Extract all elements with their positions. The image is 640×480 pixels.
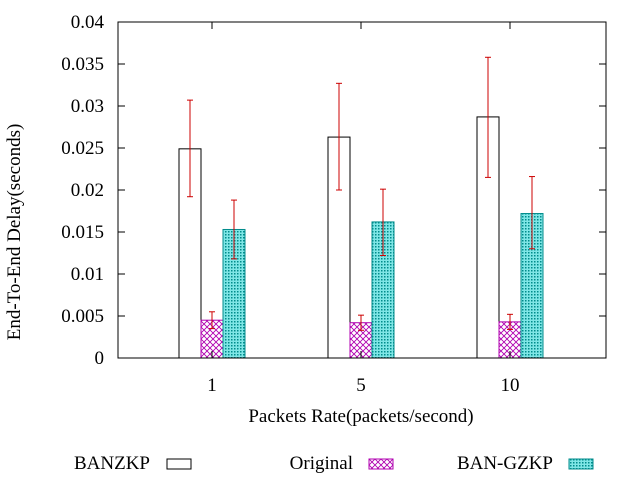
y-tick-label: 0.04 xyxy=(71,12,105,33)
y-tick-label: 0.035 xyxy=(61,54,104,75)
legend-item-original: Original xyxy=(290,453,394,474)
y-tick-label: 0 xyxy=(95,348,105,369)
legend-swatch xyxy=(166,458,192,470)
y-tick-label: 0.03 xyxy=(71,96,104,117)
legend-label: BANZKP xyxy=(74,453,150,474)
x-tick-label: 1 xyxy=(207,375,217,396)
y-tick-label: 0.015 xyxy=(61,222,104,243)
legend-label: Original xyxy=(290,453,353,474)
y-axis-label: End-To-End Delay(seconds) xyxy=(4,124,25,341)
legend-item-ban-gzkp: BAN-GZKP xyxy=(457,453,594,474)
legend-swatch xyxy=(368,458,394,470)
x-tick-label: 10 xyxy=(501,375,520,396)
x-tick-label: 5 xyxy=(356,375,366,396)
y-tick-label: 0.02 xyxy=(71,180,104,201)
y-tick-label: 0.01 xyxy=(71,264,104,285)
legend-swatch xyxy=(568,458,594,470)
y-tick-label: 0.005 xyxy=(61,306,104,327)
x-axis-label: Packets Rate(packets/second) xyxy=(248,406,473,427)
y-tick-label: 0.025 xyxy=(61,138,104,159)
legend-label: BAN-GZKP xyxy=(457,453,553,474)
legend-item-banzkp: BANZKP xyxy=(74,453,192,474)
